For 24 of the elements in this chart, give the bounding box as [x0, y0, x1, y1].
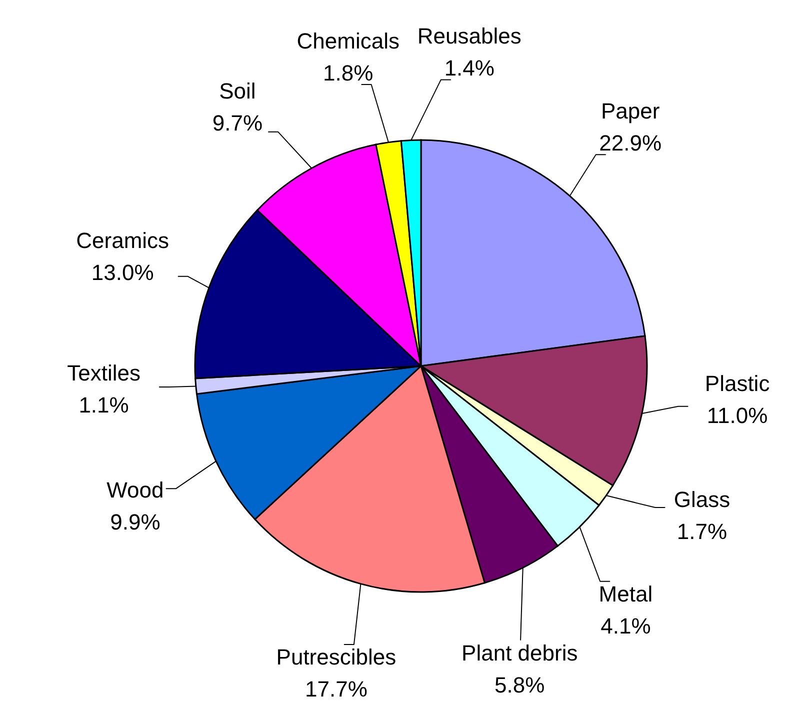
slice-label: Metal: [598, 580, 653, 606]
data-label: 13.0%: [91, 260, 154, 285]
data-label: 22.9%: [599, 130, 662, 156]
data-label: 1.1%: [78, 392, 129, 417]
slice-label: Plastic: [704, 370, 770, 396]
data-label: 1.4%: [444, 55, 494, 80]
data-label: 5.8%: [494, 672, 545, 697]
data-label: 1.8%: [323, 60, 374, 85]
data-label: 4.1%: [600, 612, 651, 638]
data-label: 17.7%: [305, 676, 368, 701]
data-label: 11.0%: [706, 402, 768, 428]
data-label: 9.9%: [110, 508, 160, 534]
data-label: 1.7%: [676, 518, 728, 544]
slice-label: Plant debris: [462, 640, 578, 665]
slice-label: Paper: [601, 98, 660, 124]
slice-label: Chemicals: [296, 28, 400, 53]
slice-label: Textiles: [67, 360, 140, 385]
slice-label: Wood: [106, 476, 164, 502]
slice-label: Ceramics: [76, 228, 170, 253]
data-label: 9.7%: [212, 110, 263, 135]
slice-label: Putrescibles: [276, 644, 396, 669]
slice-label: Glass: [674, 486, 730, 512]
slice-label: Reusables: [417, 23, 522, 48]
slice-label: Soil: [219, 78, 256, 103]
